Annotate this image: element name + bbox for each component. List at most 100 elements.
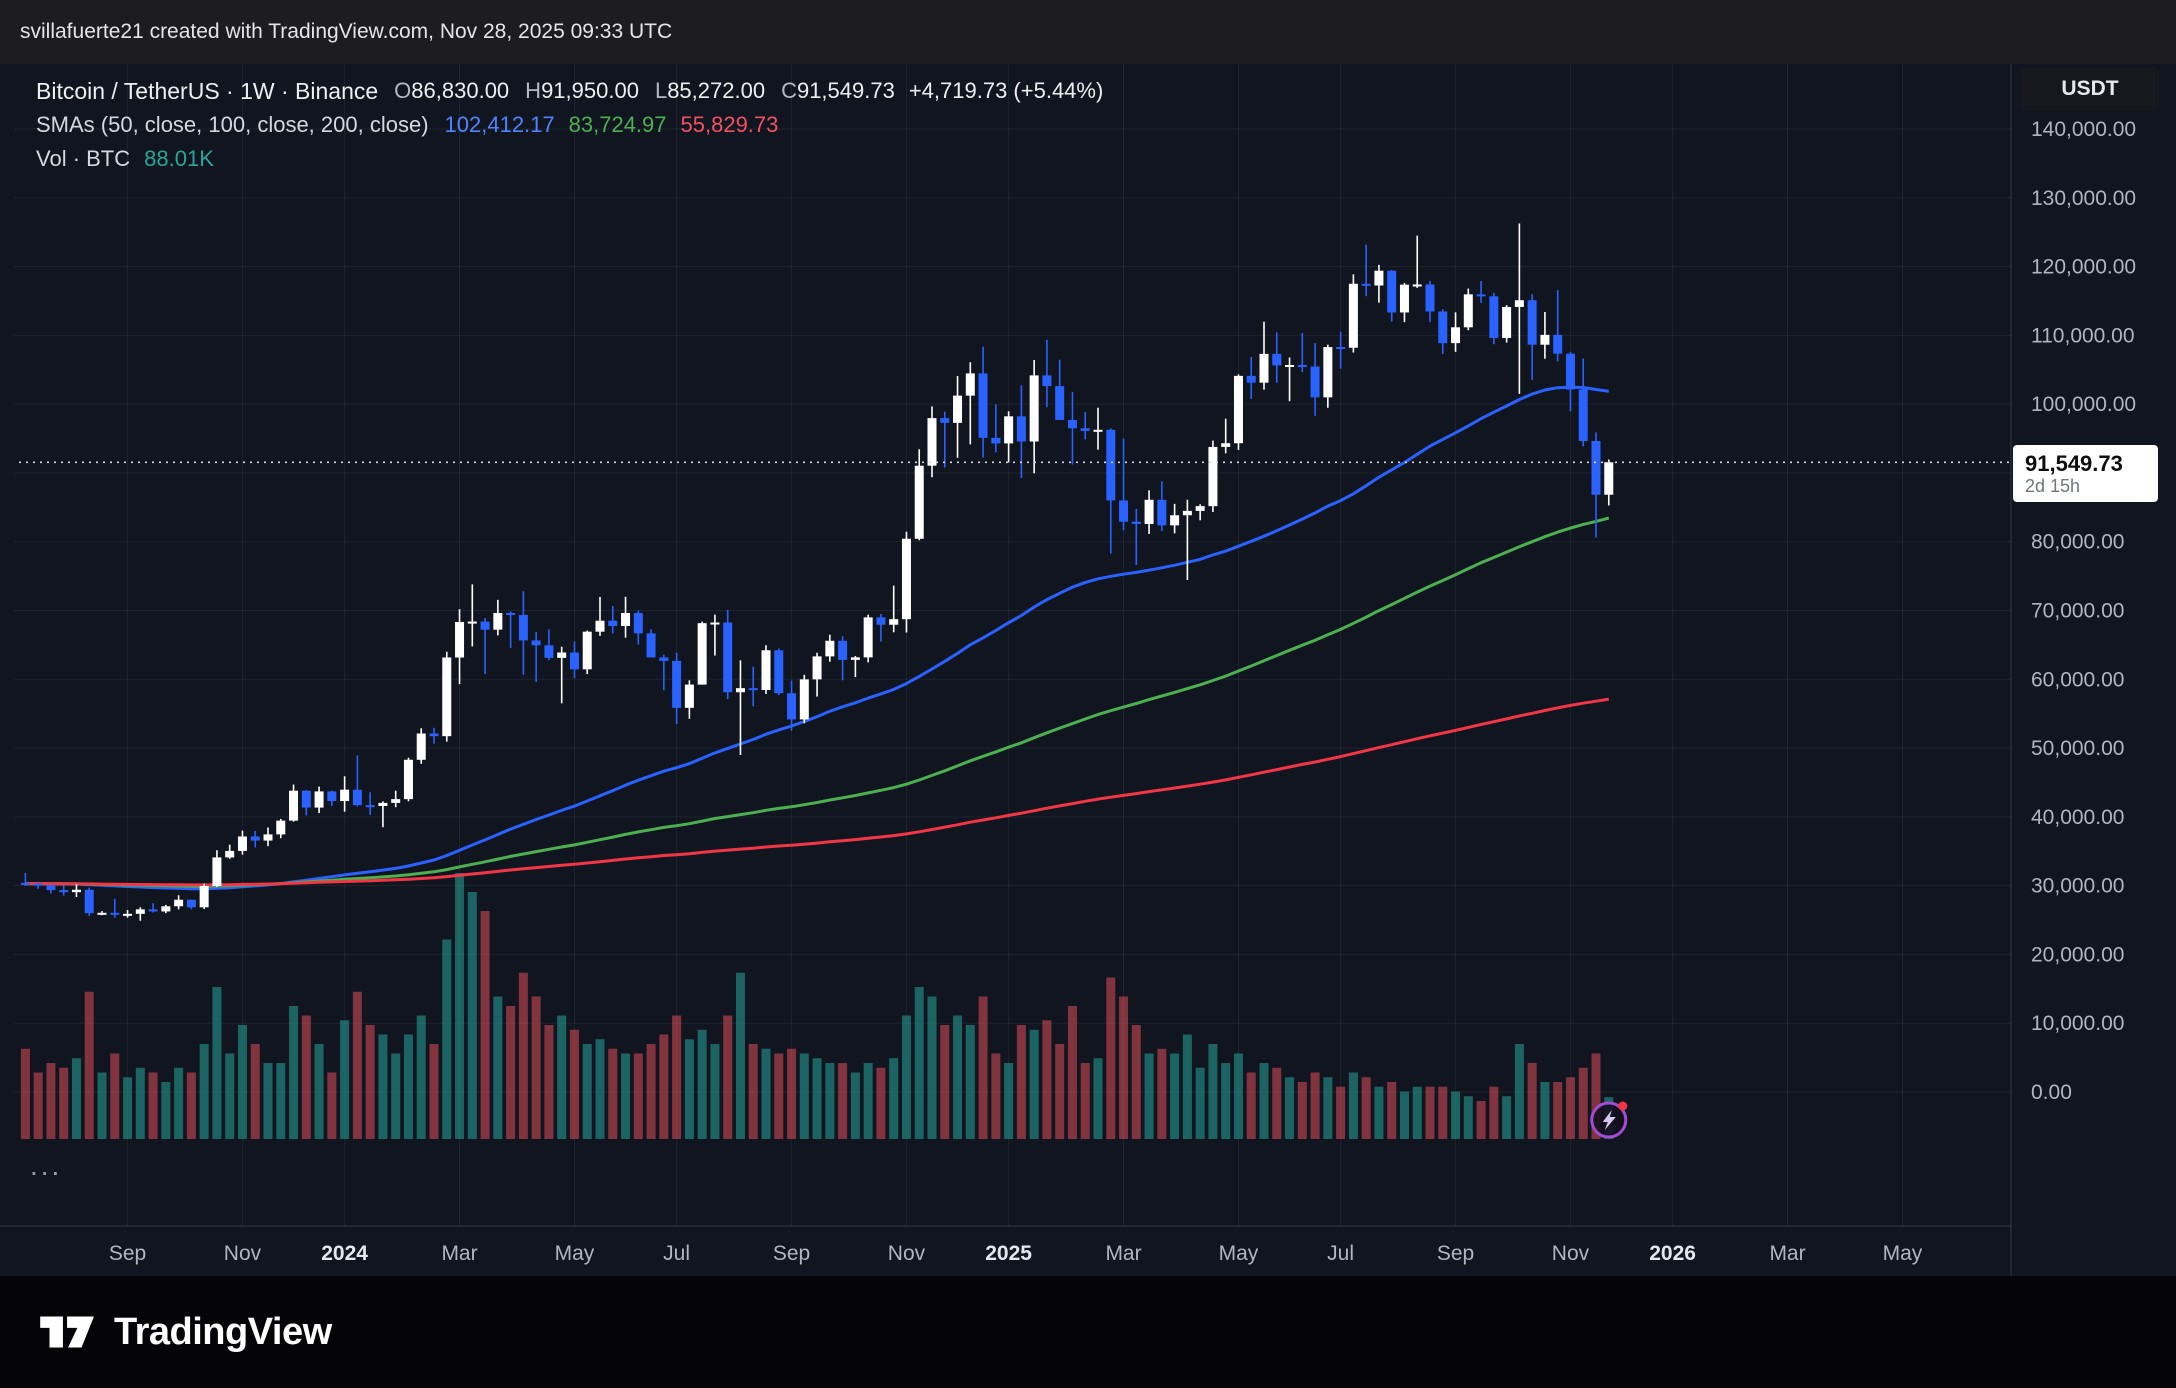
candle-body bbox=[735, 688, 745, 693]
x-axis-label[interactable]: 2025 bbox=[985, 1242, 1032, 1265]
candle-body bbox=[1208, 446, 1218, 507]
y-axis-label: 120,000.00 bbox=[2031, 256, 2136, 279]
volume-bar bbox=[940, 1025, 950, 1139]
candle-body bbox=[544, 645, 554, 658]
x-axis-label[interactable]: May bbox=[555, 1242, 595, 1265]
volume-bar bbox=[659, 1034, 669, 1139]
symbol-legend-row[interactable]: Bitcoin / TetherUS · 1W · Binance O 86,83… bbox=[36, 74, 1103, 108]
candle-body bbox=[774, 650, 784, 694]
y-axis-label: 60,000.00 bbox=[2031, 668, 2124, 691]
candle-body bbox=[621, 612, 631, 626]
open-label: O bbox=[394, 78, 412, 103]
volume-bar bbox=[1553, 1082, 1563, 1139]
candle-body bbox=[416, 733, 426, 760]
x-axis-label[interactable]: May bbox=[1219, 1242, 1259, 1265]
volume-bar bbox=[965, 1025, 975, 1139]
volume-bar bbox=[1080, 1063, 1090, 1139]
collapsed-legend-button[interactable]: ... bbox=[30, 1150, 63, 1181]
volume-bar bbox=[1374, 1086, 1384, 1139]
volume-bar bbox=[148, 1072, 158, 1139]
x-axis-label[interactable]: Mar bbox=[1769, 1242, 1805, 1265]
candle-body bbox=[1387, 270, 1397, 313]
candle-body bbox=[84, 889, 94, 914]
candle-body bbox=[672, 660, 682, 708]
x-axis-label[interactable]: 2024 bbox=[321, 1242, 368, 1265]
candle-body bbox=[212, 857, 222, 886]
candle-body bbox=[1259, 353, 1269, 383]
volume-bar bbox=[544, 1025, 554, 1139]
volume-bar bbox=[1221, 1063, 1231, 1139]
candle-body bbox=[1604, 462, 1614, 495]
volume-bar bbox=[1285, 1077, 1295, 1139]
candle-body bbox=[1016, 416, 1026, 442]
volume-bar bbox=[97, 1072, 107, 1139]
volume-bar bbox=[1323, 1077, 1333, 1139]
volume-bar bbox=[787, 1048, 797, 1139]
volume-bar bbox=[569, 1029, 579, 1139]
candle-body bbox=[1399, 284, 1409, 313]
x-axis-label[interactable]: Mar bbox=[1105, 1242, 1141, 1265]
high-label: H bbox=[525, 78, 542, 103]
candle-body bbox=[953, 395, 963, 423]
volume-bar bbox=[608, 1048, 618, 1139]
candle-body bbox=[684, 684, 694, 708]
x-axis-label[interactable]: Sep bbox=[109, 1242, 146, 1265]
volume-bar bbox=[506, 1006, 516, 1139]
candle-body bbox=[518, 614, 528, 641]
candle-body bbox=[1093, 429, 1103, 432]
volume-bar bbox=[225, 1053, 235, 1139]
candle-body bbox=[1348, 283, 1358, 348]
volume-bar bbox=[876, 1067, 886, 1139]
x-axis-label[interactable]: Sep bbox=[1437, 1242, 1474, 1265]
candle-body bbox=[825, 640, 835, 657]
x-axis-label[interactable]: Sep bbox=[773, 1242, 810, 1265]
candle-body bbox=[659, 657, 669, 661]
volume-bar bbox=[403, 1034, 413, 1139]
candle-body bbox=[1170, 515, 1180, 526]
brand-bar: TradingView bbox=[0, 1276, 2176, 1388]
volume-bar bbox=[1195, 1067, 1205, 1139]
x-axis-label[interactable]: Nov bbox=[1552, 1242, 1590, 1265]
volume-bar bbox=[978, 996, 988, 1139]
sma-100-line bbox=[25, 516, 1610, 888]
currency-toggle-usdt[interactable]: USDT bbox=[2021, 67, 2159, 111]
sma-indicator-label: SMAs (50, close, 100, close, 200, close) bbox=[36, 112, 429, 137]
candle-body bbox=[506, 612, 516, 615]
volume-indicator-label: Vol · BTC bbox=[36, 146, 131, 171]
volume-legend-row[interactable]: Vol · BTC 88.01K bbox=[36, 142, 1103, 176]
price-chart[interactable]: 0.00 10,000.00 20,000.00 30,000.00 40,000.00… bbox=[0, 64, 2176, 1276]
tradingview-logo-icon bbox=[40, 1316, 94, 1348]
x-axis-label[interactable]: Nov bbox=[224, 1242, 262, 1265]
candle-body bbox=[1451, 327, 1461, 344]
x-axis-label[interactable]: Jul bbox=[663, 1242, 690, 1265]
volume-bar bbox=[1336, 1086, 1346, 1139]
candle-body bbox=[225, 850, 235, 858]
x-axis-label[interactable]: Jul bbox=[1327, 1242, 1354, 1265]
bar-countdown: 2d 15h bbox=[2025, 476, 2081, 497]
candle-body bbox=[863, 617, 873, 658]
x-axis-label[interactable]: May bbox=[1883, 1242, 1923, 1265]
candle-body bbox=[1131, 521, 1141, 524]
sma-legend-row[interactable]: SMAs (50, close, 100, close, 200, close)… bbox=[36, 108, 1103, 142]
candle-body bbox=[263, 834, 273, 841]
candle-body bbox=[531, 640, 541, 646]
x-axis-label[interactable]: 2026 bbox=[1649, 1242, 1696, 1265]
volume-bar bbox=[1233, 1053, 1243, 1139]
candle-body bbox=[978, 373, 988, 438]
volume-bar bbox=[684, 1039, 694, 1139]
volume-bar bbox=[1438, 1086, 1448, 1139]
candle-body bbox=[1336, 347, 1346, 350]
volume-bar bbox=[429, 1044, 439, 1139]
chart-legend: Bitcoin / TetherUS · 1W · Binance O 86,83… bbox=[36, 74, 1103, 176]
volume-bar bbox=[1412, 1086, 1422, 1139]
y-axis-label: 130,000.00 bbox=[2031, 187, 2136, 210]
y-axis-label: 0.00 bbox=[2031, 1081, 2072, 1104]
x-axis-label[interactable]: Nov bbox=[888, 1242, 926, 1265]
volume-bar bbox=[365, 1025, 375, 1139]
candle-body bbox=[646, 633, 656, 658]
volume-bar bbox=[1387, 1082, 1397, 1139]
x-axis-label[interactable]: Mar bbox=[441, 1242, 477, 1265]
candle-body bbox=[1055, 386, 1065, 420]
candle-body bbox=[1361, 283, 1371, 286]
candle-body bbox=[123, 913, 133, 916]
